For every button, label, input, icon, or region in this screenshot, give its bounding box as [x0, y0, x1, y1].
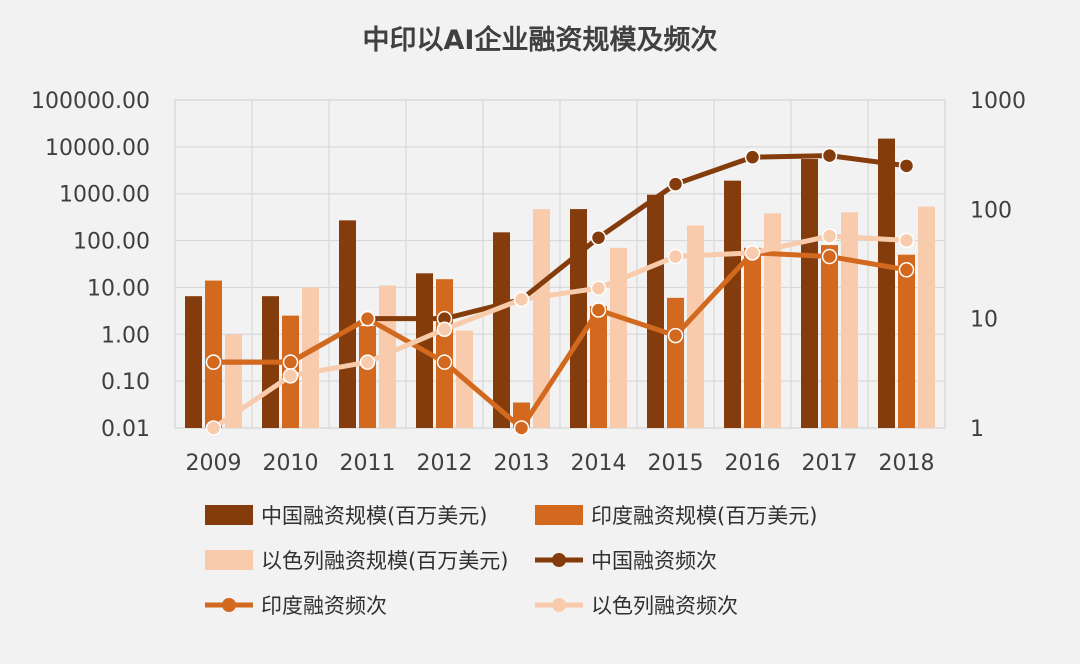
x-tick-label: 2018: [879, 451, 935, 476]
y-right-tick-label: 1: [970, 417, 984, 442]
x-tick-label: 2009: [186, 451, 242, 476]
legend-marker: [552, 598, 566, 612]
line-marker: [898, 232, 915, 249]
line-marker: [898, 158, 915, 174]
bar: [359, 326, 376, 428]
y-left-tick-label: 10000.00: [45, 136, 150, 161]
bar: [205, 280, 222, 428]
y-left-tick-label: 1.00: [101, 323, 150, 348]
bar: [687, 225, 704, 428]
plot-border: [174, 99, 946, 429]
bar: [647, 194, 664, 428]
legend-layer: 中国融资规模(百万美元) 印度融资规模(百万美元) 以色列融资规模(百万美元) 中国融…: [205, 504, 817, 618]
bar: [610, 247, 627, 428]
bar: [821, 245, 838, 428]
bar: [339, 220, 356, 428]
line-marker: [590, 280, 607, 296]
x-tick-label: 2016: [725, 451, 781, 476]
bar: [436, 279, 453, 428]
line-marker: [744, 245, 761, 261]
bar: [590, 306, 607, 428]
x-tick-label: 2010: [263, 451, 319, 476]
line-marker: [436, 321, 453, 338]
x-tick-label: 2012: [417, 451, 473, 476]
y-left-tick-label: 0.01: [101, 417, 150, 442]
legend-label: 印度融资频次: [261, 594, 387, 618]
line-marker: [359, 354, 376, 370]
legend-swatch: [205, 505, 253, 525]
x-tick-label: 2013: [494, 451, 550, 476]
line-marker: [359, 310, 376, 327]
line-marker: [205, 354, 222, 370]
legend-label: 以色列融资频次: [591, 594, 738, 618]
bar: [801, 159, 818, 428]
x-tick-label: 2015: [648, 451, 704, 476]
line-marker: [821, 147, 838, 164]
line-marker: [513, 291, 530, 308]
y-left-tick-label: 10.00: [87, 276, 150, 301]
legend-swatch: [205, 550, 253, 570]
bar: [225, 334, 242, 428]
line-marker: [436, 354, 453, 370]
chart-title: 中印以AI企业融资规模及频次: [362, 25, 718, 56]
line-marker: [744, 149, 761, 165]
bar: [898, 254, 915, 428]
bar: [841, 212, 858, 428]
y-right-tick-label: 100: [970, 198, 1012, 223]
line-marker: [282, 368, 299, 384]
axis-layer: 100000.00 10000.00 1000.00 100.00 10.00 1.00 0…: [31, 89, 1026, 476]
bar: [878, 138, 895, 428]
bar: [667, 297, 684, 428]
line-marker: [590, 302, 607, 318]
legend-label: 以色列融资规模(百万美元): [261, 549, 508, 573]
x-tick-label: 2014: [571, 451, 627, 476]
bar: [570, 209, 587, 428]
x-tick-label: 2011: [340, 451, 396, 476]
bar: [302, 287, 319, 428]
legend-label: 中国融资频次: [591, 549, 717, 573]
y-left-tick-label: 100000.00: [31, 89, 150, 114]
bar: [185, 296, 202, 428]
line-marker: [667, 248, 684, 265]
bar: [493, 232, 510, 428]
legend-label: 印度融资规模(百万美元): [591, 504, 817, 528]
line-marker: [282, 354, 299, 370]
legend-swatch: [535, 505, 583, 525]
line-marker: [205, 420, 222, 436]
line-layer: [205, 147, 915, 436]
bar: [918, 206, 935, 428]
line-marker: [821, 228, 838, 244]
y-right-tick-label: 10: [970, 308, 998, 333]
bar: [744, 247, 761, 428]
y-left-tick-label: 0.10: [101, 370, 150, 395]
line-marker: [821, 248, 838, 265]
line-marker: [667, 327, 684, 344]
legend-label: 中国融资规模(百万美元): [261, 504, 487, 528]
y-left-tick-label: 1000.00: [59, 183, 150, 208]
bar: [764, 213, 781, 428]
line-marker: [667, 176, 684, 192]
x-tick-label: 2017: [802, 451, 858, 476]
series-line: [211, 233, 909, 431]
bar: [724, 180, 741, 428]
line-marker: [590, 229, 607, 246]
y-left-tick-label: 100.00: [73, 230, 150, 255]
legend-marker: [552, 553, 566, 567]
y-right-tick-label: 1000: [970, 89, 1026, 114]
line-marker: [513, 420, 530, 436]
series-line: [211, 250, 909, 431]
bar: [533, 209, 550, 428]
legend-marker: [222, 598, 236, 612]
line-marker: [898, 262, 915, 278]
